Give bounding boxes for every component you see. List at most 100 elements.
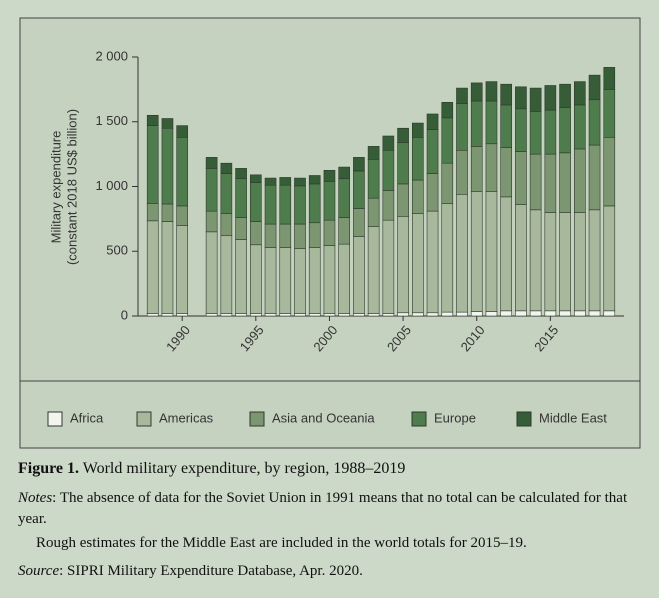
legend-label: Europe: [434, 410, 476, 425]
bar-segment: [544, 310, 557, 317]
bar-segment: [573, 310, 586, 317]
y-axis-title: Military expenditure (constant 2018 US$ …: [48, 109, 79, 265]
bar-segment: [367, 159, 380, 199]
bar-segment: [205, 157, 218, 169]
bar-segment: [220, 173, 233, 214]
legend-swatch: [47, 411, 63, 427]
bar-segment: [397, 312, 409, 317]
bar-segment: [441, 203, 454, 313]
y-tick-label: 0: [121, 307, 128, 322]
y-tick-label: 2 000: [95, 48, 128, 63]
bar-segment: [441, 162, 454, 204]
bar-segment: [146, 125, 159, 204]
bar-segment: [529, 111, 542, 155]
bar-segment: [588, 209, 601, 312]
bar-segment: [323, 313, 336, 317]
bar-segment: [603, 310, 616, 317]
bar-segment: [485, 191, 498, 312]
bar-segment: [294, 185, 306, 225]
bar-segment: [603, 205, 616, 312]
bar-segment: [470, 82, 483, 102]
bar-segment: [367, 197, 380, 227]
bar-segment: [279, 223, 292, 248]
chart: Military expenditure (constant 2018 US$ …: [19, 17, 641, 449]
bar-segment: [515, 310, 527, 317]
source: Source: SIPRI Military Expenditure Datab…: [18, 561, 638, 582]
bar-segment: [279, 313, 292, 317]
bar-segment: [235, 217, 247, 240]
bar-segment: [544, 85, 557, 111]
caption-text: World military expenditure, by region, 1…: [82, 460, 406, 477]
bar-segment: [323, 219, 336, 246]
bar-segment: [205, 168, 218, 212]
bar-segment: [441, 102, 454, 119]
bar-segment: [338, 217, 351, 245]
bar-segment: [205, 313, 218, 317]
bar-segment: [382, 190, 395, 221]
bar-segment: [397, 215, 409, 314]
bar-segment: [323, 170, 336, 182]
bar-segment: [559, 83, 571, 108]
bar-segment: [485, 311, 498, 317]
legend-label: Americas: [159, 410, 214, 425]
bar-segment: [338, 313, 351, 317]
bar-segment: [500, 196, 513, 312]
bar-segment: [397, 142, 409, 185]
bar-segment: [146, 114, 159, 126]
bar-segment: [338, 178, 351, 218]
bar-segment: [146, 203, 159, 222]
notes-label: Notes: [18, 490, 53, 506]
legend-label: Asia and Oceania: [272, 410, 375, 425]
bar-segment: [485, 81, 498, 102]
bar-segment: [559, 107, 571, 154]
bar-segment: [161, 313, 174, 317]
bar-segment: [588, 144, 601, 211]
bar-segment: [515, 151, 527, 205]
bar-segment: [441, 117, 454, 164]
bar-segment: [559, 152, 571, 213]
bar-segment: [456, 193, 468, 313]
bar-segment: [264, 223, 277, 248]
legend-label: Middle East: [539, 410, 607, 425]
bar-segment: [411, 136, 424, 181]
bar-segment: [470, 146, 483, 192]
bar-segment: [249, 174, 262, 183]
bar-segment: [308, 175, 321, 185]
bar-segment: [308, 313, 321, 317]
bar-segment: [367, 313, 380, 317]
bar-segment: [338, 166, 351, 180]
legend-label: Africa: [70, 410, 104, 425]
bar-segment: [205, 210, 218, 233]
bar-segment: [264, 184, 277, 225]
bar-segment: [367, 226, 380, 314]
bar-segment: [603, 67, 616, 90]
notes-2: Rough estimates for the Middle East are …: [18, 533, 638, 554]
bar-segment: [426, 129, 439, 174]
bar-segment: [235, 178, 247, 218]
bar-segment: [456, 103, 468, 151]
source-text: : SIPRI Military Expenditure Database, A…: [59, 563, 363, 579]
legend-swatch: [249, 411, 265, 427]
bar-segment: [603, 89, 616, 138]
caption-label: Figure 1.: [18, 460, 80, 477]
bar-segment: [249, 182, 262, 222]
bar-segment: [161, 203, 174, 222]
bar-segment: [382, 219, 395, 314]
legend-item: Africa: [47, 410, 104, 427]
bar-segment: [220, 313, 233, 317]
legend-item: Americas: [136, 410, 214, 427]
bar-segment: [353, 170, 365, 209]
bar-segment: [411, 213, 424, 314]
bar-segment: [544, 153, 557, 213]
bar-segment: [146, 220, 159, 314]
legend-swatch: [411, 411, 427, 427]
bar-segment: [411, 179, 424, 214]
bar-segment: [294, 248, 306, 314]
bar-segment: [323, 181, 336, 221]
bar-segment: [544, 212, 557, 312]
legend-swatch: [516, 411, 532, 427]
bar-segment: [308, 247, 321, 314]
bar-segment: [353, 157, 365, 172]
bar-segment: [529, 153, 542, 211]
